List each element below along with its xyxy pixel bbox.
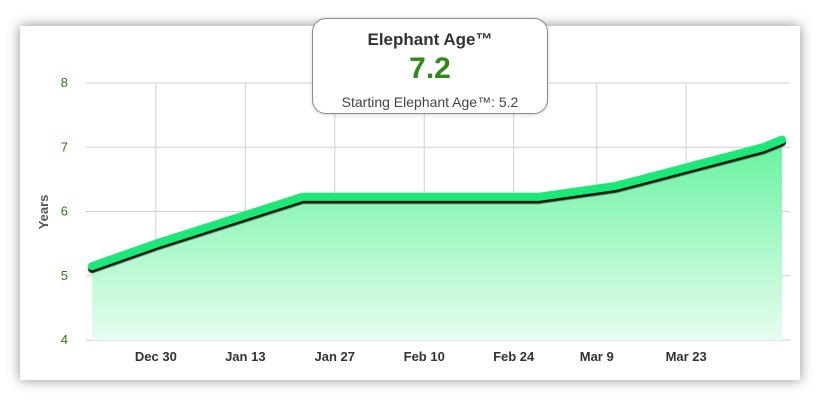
x-tick-label: Feb 24	[493, 349, 535, 364]
y-axis-ticks: 4 5 6 7 8	[61, 75, 68, 347]
y-axis-label: Years	[36, 195, 51, 230]
y-tick-label: 7	[61, 139, 68, 154]
tooltip-title: Elephant Age™	[367, 30, 493, 49]
y-tick-label: 5	[61, 268, 68, 283]
tooltip-starting-age: Starting Elephant Age™: 5.2	[341, 94, 519, 110]
x-tick-label: Jan 13	[225, 349, 265, 364]
x-tick-label: Mar 9	[580, 349, 614, 364]
y-tick-label: 4	[61, 332, 68, 347]
tooltip-value: 7.2	[409, 52, 451, 85]
x-tick-label: Feb 10	[404, 349, 445, 364]
x-tick-label: Dec 30	[135, 349, 177, 364]
x-tick-label: Jan 27	[315, 349, 355, 364]
y-tick-label: 8	[61, 75, 68, 90]
x-tick-label: Mar 23	[666, 349, 707, 364]
y-tick-label: 6	[61, 204, 68, 219]
x-axis-ticks: Dec 30 Jan 13 Jan 27 Feb 10 Feb 24 Mar 9 Mar 2…	[135, 349, 707, 364]
tooltip-box: Elephant Age™ 7.2 Starting Elephant Age™…	[312, 18, 548, 114]
chart-line-layer	[88, 135, 786, 271]
